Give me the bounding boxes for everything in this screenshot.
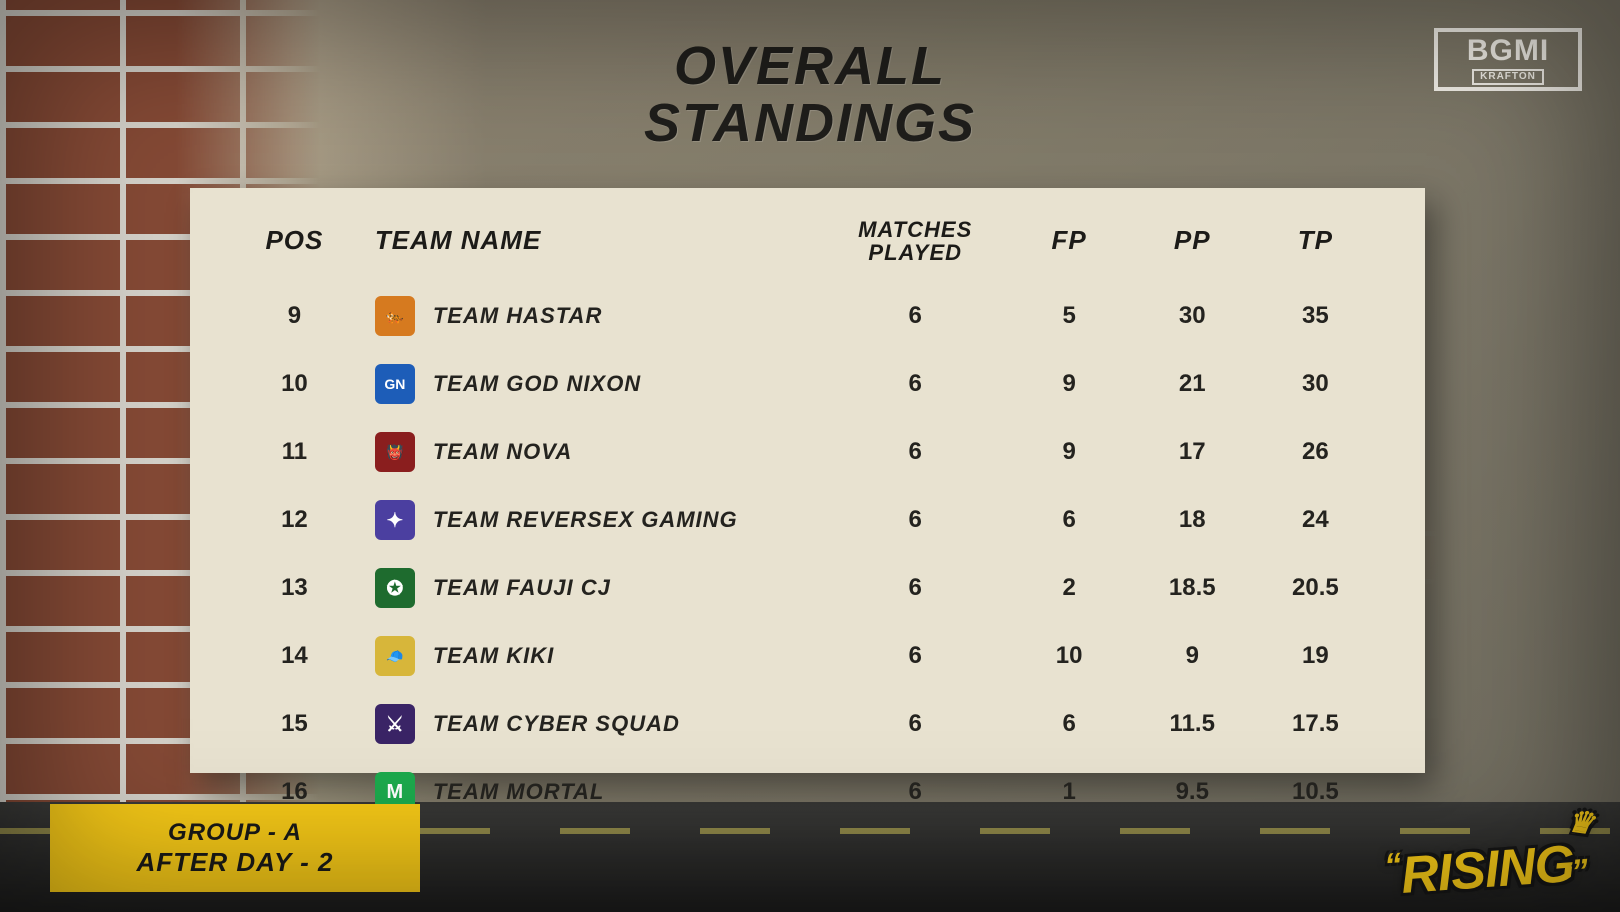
team-logo-icon: 👹 [375, 432, 415, 472]
cell-mp: 6 [823, 758, 1008, 826]
table-row: 15⚔TEAM CYBER SQUAD6611.517.5 [238, 690, 1377, 758]
cell-mp: 6 [823, 622, 1008, 690]
title-line2: STANDINGS [644, 95, 976, 152]
cell-team: ⚔ TEAM CYBER SQUAD [351, 690, 823, 758]
cell-tp: 17.5 [1254, 690, 1377, 758]
table-row: 11 👹 TEAM NOVA 691726 [238, 418, 1377, 486]
col-mp: MATCHES PLAYED [823, 212, 1008, 282]
cell-mp: 6 [823, 486, 1008, 554]
team-logo-icon: 🧢 [375, 636, 415, 676]
cell-mp: 6 [823, 418, 1008, 486]
group-banner: GROUP - A AFTER DAY - 2 [50, 804, 420, 892]
cell-tp: 24 [1254, 486, 1377, 554]
col-mp-label: MATCHES PLAYED [858, 217, 972, 265]
standings-header-row: POS TEAM NAME MATCHES PLAYED FP PP TP [238, 212, 1377, 282]
cell-fp: 9 [1008, 350, 1131, 418]
cell-fp: 6 [1008, 690, 1131, 758]
cell-pp: 9.5 [1131, 758, 1254, 826]
bgmi-logo-main: BGMI [1444, 36, 1572, 66]
cell-pos: 13 [238, 554, 351, 622]
cell-fp: 9 [1008, 418, 1131, 486]
cell-fp: 10 [1008, 622, 1131, 690]
standings-card: POS TEAM NAME MATCHES PLAYED FP PP TP 9🐅… [190, 188, 1425, 773]
rising-text: RISING [1399, 835, 1576, 905]
team-name-label: TEAM REVERSEX GAMING [433, 507, 738, 533]
cell-pos: 11 [238, 418, 351, 486]
cell-pos: 12 [238, 486, 351, 554]
team-name-label: TEAM HASTAR [433, 303, 602, 329]
cell-fp: 5 [1008, 282, 1131, 350]
page-title: OVERALL STANDINGS [644, 38, 976, 151]
cell-tp: 19 [1254, 622, 1377, 690]
team-logo-icon: GN [375, 364, 415, 404]
cell-pp: 18 [1131, 486, 1254, 554]
team-name-label: TEAM MORTAL [433, 779, 605, 805]
bgmi-logo-sub: KRAFTON [1472, 69, 1544, 85]
cell-tp: 10.5 [1254, 758, 1377, 826]
cell-team: ✪ TEAM FAUJI CJ [351, 554, 823, 622]
cell-tp: 26 [1254, 418, 1377, 486]
cell-tp: 30 [1254, 350, 1377, 418]
group-banner-line1: GROUP - A [168, 819, 302, 847]
crown-icon: ♛ [1565, 804, 1596, 842]
cell-fp: 6 [1008, 486, 1131, 554]
cell-pp: 21 [1131, 350, 1254, 418]
cell-pos: 10 [238, 350, 351, 418]
title-line1: OVERALL [644, 38, 976, 95]
cell-pp: 30 [1131, 282, 1254, 350]
cell-pos: 9 [238, 282, 351, 350]
team-name-label: TEAM FAUJI CJ [433, 575, 611, 601]
group-banner-line2: AFTER DAY - 2 [137, 847, 334, 878]
cell-team: GN TEAM GOD NIXON [351, 350, 823, 418]
cell-fp: 1 [1008, 758, 1131, 826]
cell-team: MTEAM MORTAL [351, 758, 823, 826]
cell-tp: 20.5 [1254, 554, 1377, 622]
cell-team: ✦ TEAM REVERSEX GAMING [351, 486, 823, 554]
team-name-label: TEAM CYBER SQUAD [433, 711, 680, 737]
table-row: 12✦TEAM REVERSEX GAMING661824 [238, 486, 1377, 554]
cell-mp: 6 [823, 554, 1008, 622]
cell-pos: 15 [238, 690, 351, 758]
cell-pp: 9 [1131, 622, 1254, 690]
col-fp: FP [1008, 212, 1131, 282]
team-name-label: TEAM GOD NIXON [433, 371, 641, 397]
table-row: 10 GN TEAM GOD NIXON 692130 [238, 350, 1377, 418]
cell-team: 🐅 TEAM HASTAR [351, 282, 823, 350]
cell-team: 🧢 TEAM KIKI [351, 622, 823, 690]
col-tp: TP [1254, 212, 1377, 282]
table-row: 14 🧢 TEAM KIKI 610919 [238, 622, 1377, 690]
team-logo-icon: 🐅 [375, 296, 415, 336]
cell-pos: 14 [238, 622, 351, 690]
cell-pp: 17 [1131, 418, 1254, 486]
cell-pp: 18.5 [1131, 554, 1254, 622]
team-name-label: TEAM NOVA [433, 439, 572, 465]
cell-tp: 35 [1254, 282, 1377, 350]
team-logo-icon: ✪ [375, 568, 415, 608]
cell-mp: 6 [823, 690, 1008, 758]
table-row: 13 ✪ TEAM FAUJI CJ 6218.520.5 [238, 554, 1377, 622]
cell-mp: 6 [823, 282, 1008, 350]
table-row: 9 🐅 TEAM HASTAR 653035 [238, 282, 1377, 350]
bgmi-logo: BGMI KRAFTON [1434, 28, 1582, 91]
team-name-label: TEAM KIKI [433, 643, 554, 669]
team-logo-icon: ⚔ [375, 704, 415, 744]
col-team: TEAM NAME [351, 212, 823, 282]
cell-team: 👹 TEAM NOVA [351, 418, 823, 486]
col-pos: POS [238, 212, 351, 282]
cell-fp: 2 [1008, 554, 1131, 622]
cell-pp: 11.5 [1131, 690, 1254, 758]
standings-table: POS TEAM NAME MATCHES PLAYED FP PP TP 9🐅… [238, 212, 1377, 826]
cell-mp: 6 [823, 350, 1008, 418]
team-logo-icon: ✦ [375, 500, 415, 540]
col-pp: PP [1131, 212, 1254, 282]
